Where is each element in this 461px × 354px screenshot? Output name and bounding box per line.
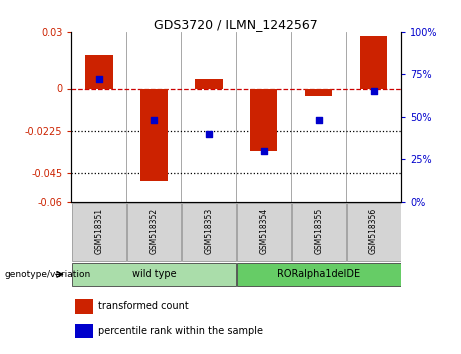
Text: GSM518353: GSM518353 <box>204 207 213 254</box>
Bar <box>305 88 332 96</box>
Bar <box>127 203 181 261</box>
Bar <box>250 88 278 151</box>
Text: genotype/variation: genotype/variation <box>5 270 91 279</box>
Point <box>205 131 213 137</box>
Bar <box>72 263 236 286</box>
Bar <box>237 203 290 261</box>
Bar <box>75 299 93 314</box>
Bar <box>360 36 387 88</box>
Text: percentile rank within the sample: percentile rank within the sample <box>98 326 263 336</box>
Text: GSM518355: GSM518355 <box>314 207 323 254</box>
Bar <box>347 203 401 261</box>
Point <box>370 88 377 94</box>
Text: wild type: wild type <box>131 269 176 279</box>
Text: GSM518351: GSM518351 <box>95 207 103 254</box>
Point <box>150 118 158 123</box>
Text: transformed count: transformed count <box>98 301 189 311</box>
Bar <box>140 88 168 181</box>
Text: GSM518352: GSM518352 <box>149 207 159 254</box>
Point <box>95 76 103 82</box>
Point <box>315 118 322 123</box>
Bar <box>85 55 112 88</box>
Bar <box>292 203 346 261</box>
Bar <box>182 203 236 261</box>
Bar <box>72 203 126 261</box>
Point <box>260 148 267 154</box>
Text: GSM518356: GSM518356 <box>369 207 378 254</box>
Bar <box>237 263 401 286</box>
Text: RORalpha1delDE: RORalpha1delDE <box>277 269 360 279</box>
Title: GDS3720 / ILMN_1242567: GDS3720 / ILMN_1242567 <box>154 18 318 31</box>
Text: GSM518354: GSM518354 <box>259 207 268 254</box>
Bar <box>195 79 223 88</box>
Bar <box>75 324 93 338</box>
